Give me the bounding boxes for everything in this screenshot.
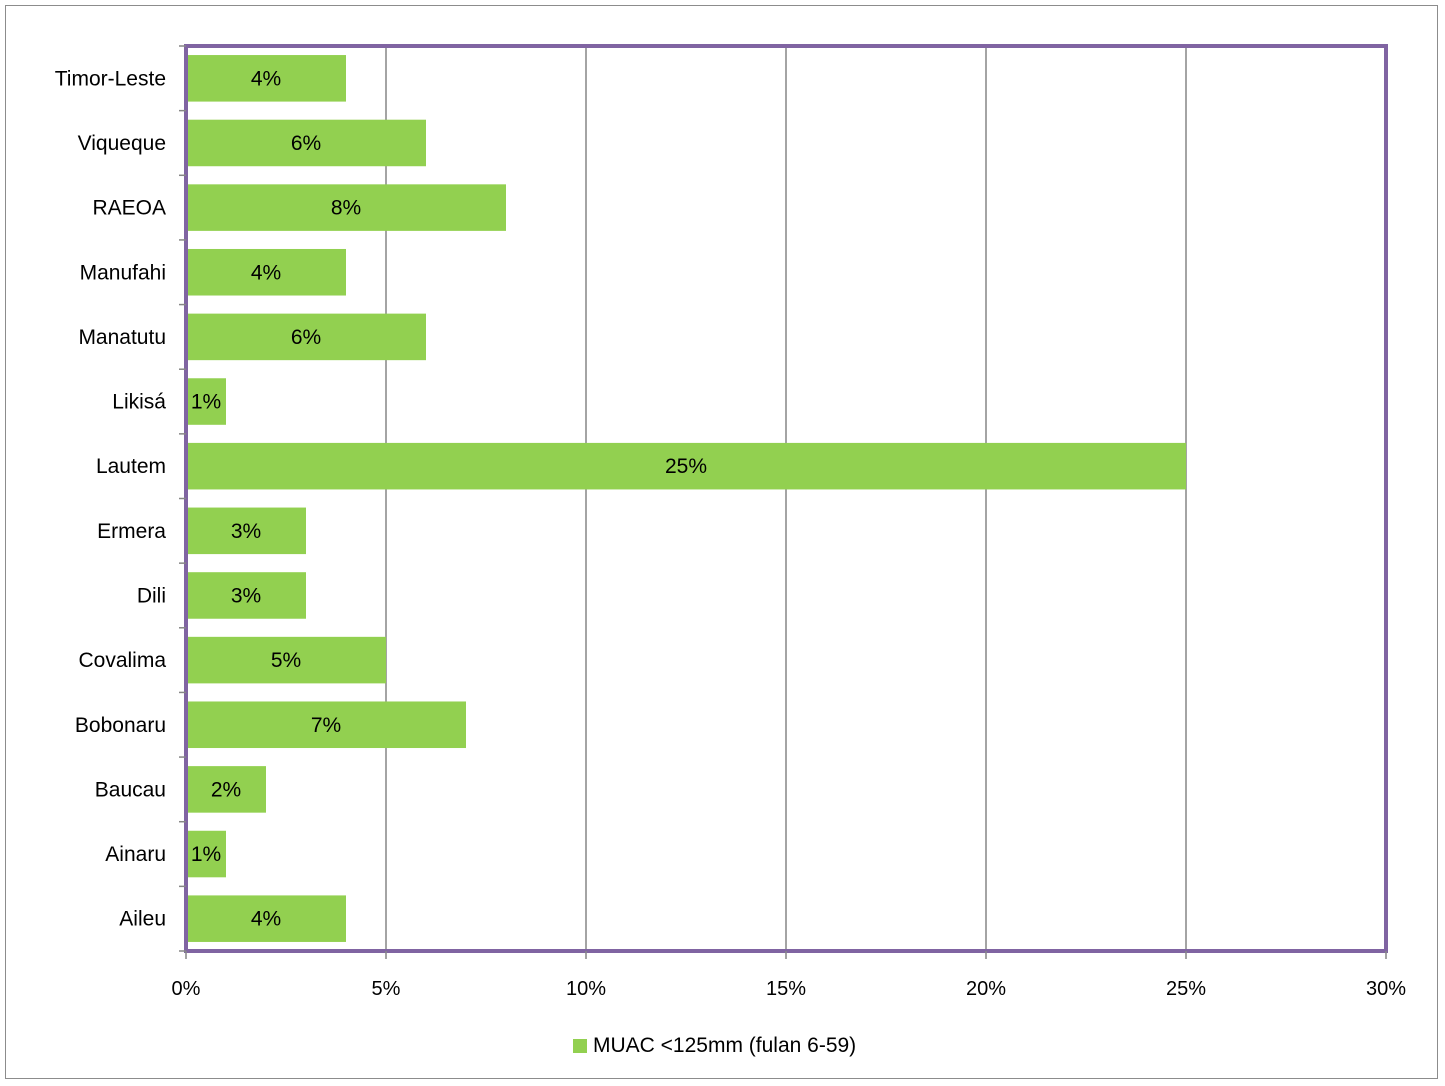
bars	[186, 55, 1186, 942]
bar-data-label: 4%	[251, 908, 281, 931]
bar	[186, 313, 426, 361]
bar	[186, 766, 266, 813]
bar	[186, 830, 226, 878]
category-label: Ermera	[97, 520, 166, 543]
category-label: Baucau	[95, 778, 166, 801]
legend-label: MUAC <125mm (fulan 6-59)	[593, 1034, 857, 1057]
bar-data-label: 1%	[191, 391, 221, 414]
bar	[186, 55, 346, 102]
value-tick-label: 20%	[966, 978, 1006, 1000]
value-axis: 0% 5% 10% 15% 20% 25% 30%	[172, 951, 1406, 1000]
bar	[186, 442, 1186, 490]
bar-data-label: 3%	[231, 520, 261, 543]
value-tick-label: 15%	[766, 978, 806, 1000]
category-label: Likisá	[112, 391, 166, 414]
bar	[186, 636, 386, 684]
category-label: RAEOA	[92, 197, 166, 220]
bar	[186, 507, 306, 555]
bar-data-label: 5%	[271, 649, 301, 672]
value-tick-label: 10%	[566, 978, 606, 1000]
bar	[186, 378, 226, 425]
value-tick-label: 5%	[372, 978, 401, 1000]
bar-data-label: 2%	[211, 778, 241, 801]
bar-data-label: 3%	[231, 584, 261, 607]
category-label: Timor-Leste	[55, 67, 166, 90]
value-tick-label: 30%	[1366, 978, 1406, 1000]
bar	[186, 119, 426, 167]
category-label: Covalima	[78, 649, 166, 672]
bar-data-label: 6%	[291, 132, 321, 155]
category-label: Lautem	[96, 455, 166, 478]
category-label: Aileu	[119, 908, 166, 931]
gridlines	[385, 46, 1187, 951]
bar-data-label: 6%	[291, 326, 321, 349]
value-tick-label: 25%	[1166, 978, 1206, 1000]
category-label: Viqueque	[78, 132, 166, 155]
bar	[186, 701, 466, 749]
category-label: Ainaru	[105, 843, 166, 866]
bar-data-label: 4%	[251, 67, 281, 90]
legend: MUAC <125mm (fulan 6-59)	[573, 1034, 856, 1058]
bar-data-label: 8%	[331, 197, 361, 220]
legend-swatch	[573, 1039, 587, 1053]
category-axis: Timor-Leste Viqueque RAEOA Manufahi Manatutu…	[55, 45, 186, 952]
bar	[186, 895, 346, 942]
bar-data-label: 25%	[665, 455, 707, 478]
category-label: Manufahi	[80, 261, 166, 284]
bar	[186, 184, 506, 231]
bar-data-labels: 4% 6% 8% 4% 6% 1% 25% 3% 3% 5% 7% 2% 1% 4%	[191, 67, 707, 930]
category-label: Dili	[137, 584, 166, 607]
bar	[186, 248, 346, 296]
bar-chart: 4% 6% 8% 4% 6% 1% 25% 3% 3% 5% 7% 2% 1% 4% Timor-Lest…	[55, 44, 1406, 1000]
bar-data-label: 1%	[191, 843, 221, 866]
category-label: Manatutu	[78, 326, 166, 349]
bar-data-label: 4%	[251, 261, 281, 284]
bar-data-label: 7%	[311, 714, 341, 737]
category-label: Bobonaru	[75, 714, 166, 737]
bar	[186, 572, 306, 619]
chart-frame: 4% 6% 8% 4% 6% 1% 25% 3% 3% 5% 7% 2% 1% 4% Timor-Lest…	[5, 5, 1438, 1079]
value-tick-label: 0%	[172, 978, 201, 1000]
